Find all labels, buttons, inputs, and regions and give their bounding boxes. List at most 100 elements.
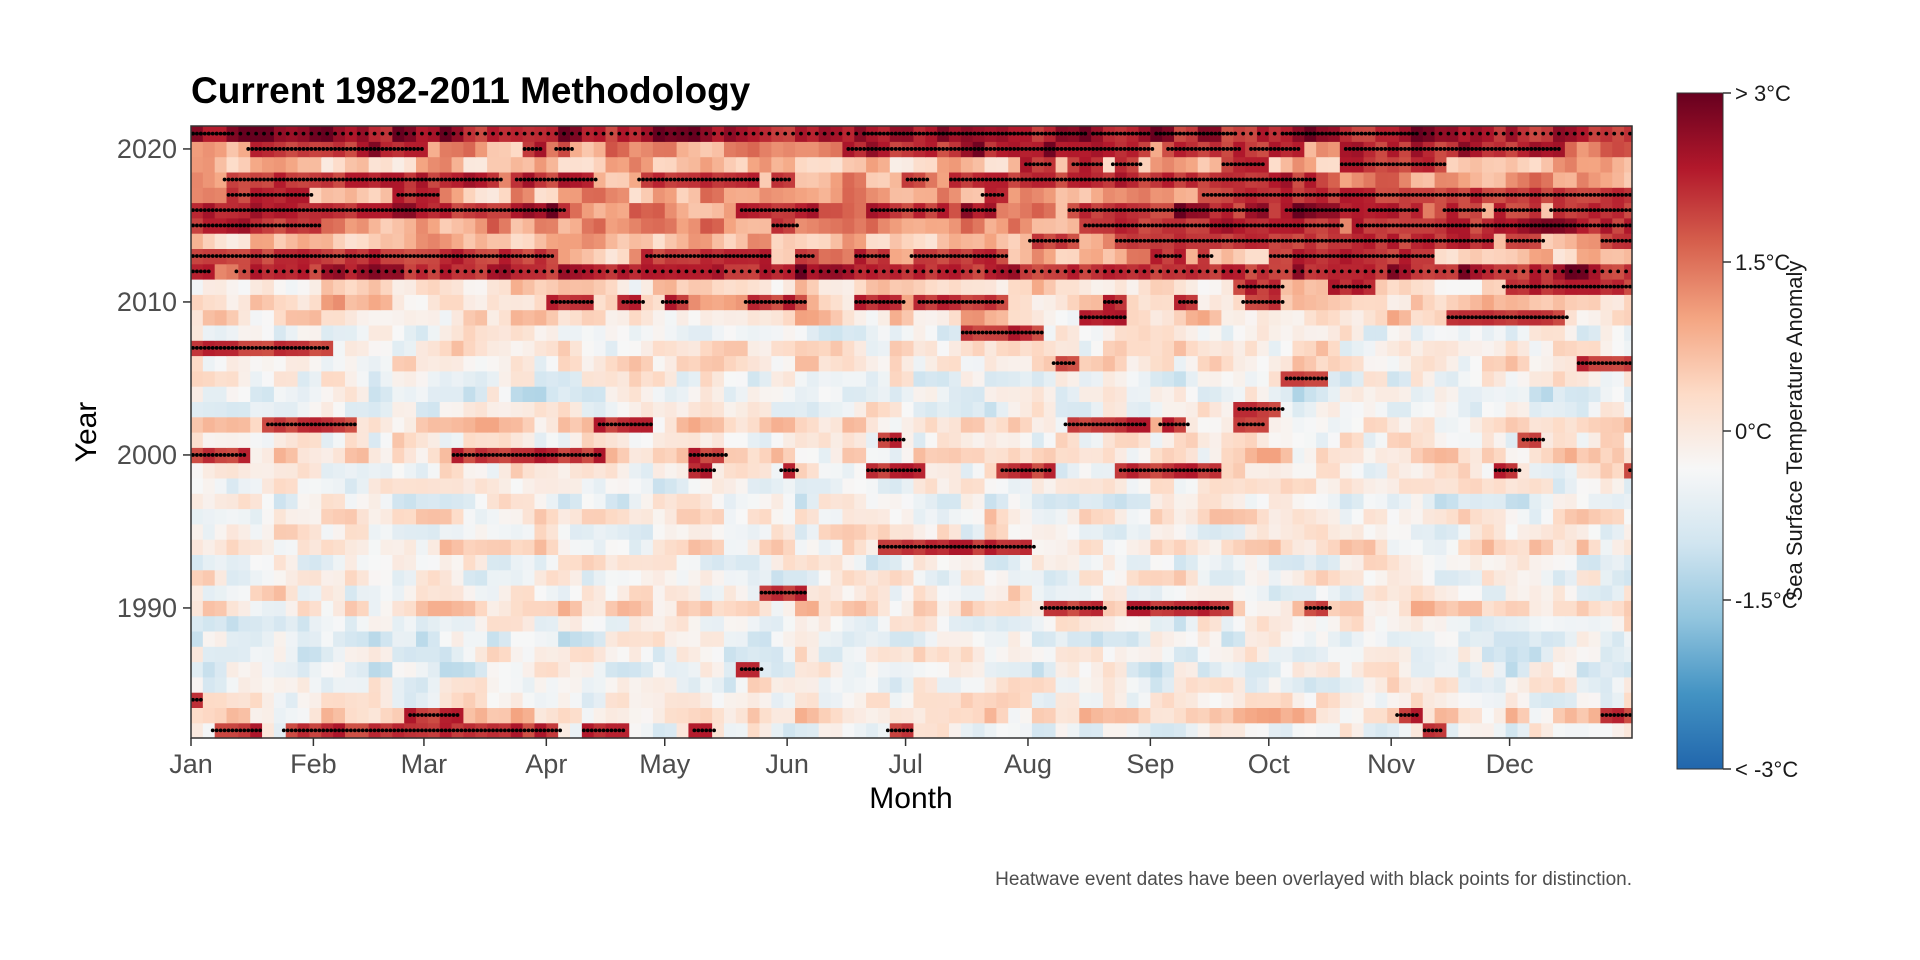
heatmap-cell	[250, 370, 263, 387]
heatmap-cell	[1256, 309, 1270, 326]
heatmap-cell	[202, 539, 216, 555]
heatmap-cell	[984, 600, 997, 617]
heatmap-cell	[510, 233, 524, 249]
heatmap-cell	[1588, 722, 1602, 739]
heatmap-cell	[795, 707, 808, 724]
heatmap-cell	[273, 263, 287, 280]
heatmap-cell	[451, 462, 464, 479]
heatmap-cell	[1612, 324, 1625, 341]
heatmap-cell	[735, 630, 749, 647]
heatmap-cell	[214, 355, 228, 372]
heatmap-cell	[250, 401, 263, 418]
heatmap-cell	[1150, 355, 1163, 372]
heatmap-cell	[238, 569, 251, 586]
heatmap-cell	[439, 187, 453, 204]
heatmap-cell	[404, 355, 417, 372]
heatmap-cell	[806, 661, 820, 678]
heatmap-cell	[783, 630, 796, 647]
heatmap-cell	[1245, 355, 1258, 372]
heatmap-cell	[1446, 477, 1459, 494]
heatmap-cell	[984, 416, 997, 433]
heatmap-cell	[629, 324, 642, 341]
heatmap-cell	[1600, 462, 1613, 479]
heatmap-cell	[333, 279, 346, 295]
heatmap-cell	[712, 324, 725, 341]
heatmap-cell	[652, 447, 666, 464]
heatmap-cell	[416, 493, 429, 510]
heatmap-cell	[368, 493, 382, 510]
heatmap-cell	[688, 401, 701, 418]
heatmap-cell	[1055, 462, 1069, 479]
heatmap-cell	[1031, 707, 1045, 724]
heatmap-cell	[795, 508, 808, 525]
heatmap-cell	[605, 646, 618, 663]
heatmap-cell	[783, 447, 796, 464]
heatmap-cell	[1233, 523, 1246, 540]
heatmap-cell	[1304, 401, 1317, 418]
heatmap-cell	[475, 493, 488, 510]
heatmap-cell	[498, 646, 512, 663]
heatmap-cell	[889, 156, 903, 173]
heatmap-cell	[498, 171, 512, 188]
heatmap-cell	[866, 615, 879, 632]
heatmap-cell	[498, 370, 512, 387]
heatwave-point	[439, 728, 444, 733]
heatmap-cell	[309, 309, 322, 326]
heatmap-cell	[1470, 156, 1483, 173]
heatmap-cell	[1043, 294, 1057, 311]
heatmap-cell	[1529, 692, 1542, 708]
heatmap-cell	[238, 126, 251, 142]
heatmap-cell	[1505, 156, 1519, 173]
heatmap-cell	[1245, 554, 1258, 571]
heatmap-cell	[498, 569, 512, 586]
heatmap-cell	[1114, 248, 1128, 265]
heatmap-cell	[202, 370, 216, 387]
heatmap-cell	[735, 233, 749, 249]
heatmap-cell	[901, 416, 915, 433]
heatmap-cell	[1588, 340, 1602, 357]
heatmap-cell	[842, 202, 855, 219]
heatwave-point	[905, 728, 910, 733]
heatmap-cell	[1612, 370, 1625, 387]
heatmap-cell	[463, 233, 476, 249]
heatmap-cell	[1102, 554, 1116, 571]
heatmap-cell	[1612, 126, 1625, 142]
heatmap-cell	[380, 523, 393, 540]
heatmap-cell	[451, 661, 464, 678]
heatmap-cell	[1328, 340, 1341, 357]
heatmap-cell	[1600, 692, 1613, 708]
heatmap-cell	[664, 692, 678, 708]
heatmap-cell	[676, 370, 690, 387]
heatmap-cell	[1375, 416, 1388, 433]
heatmap-cell	[273, 401, 287, 418]
heatmap-cell	[1328, 324, 1341, 341]
heatmap-cell	[356, 156, 370, 173]
heatmap-cell	[593, 432, 607, 448]
heatmap-cell	[949, 447, 962, 464]
heatmap-cell	[285, 646, 299, 663]
heatmap-cell	[498, 386, 512, 402]
heatmap-cell	[972, 447, 986, 464]
heatmap-cell	[285, 692, 299, 708]
heatmap-cell	[1209, 294, 1223, 311]
heatmap-cell	[1256, 126, 1270, 142]
heatmap-cell	[1529, 600, 1542, 617]
heatmap-cell	[795, 692, 808, 708]
heatmap-cell	[1600, 401, 1613, 418]
heatmap-cell	[1553, 676, 1566, 693]
heatmap-cell	[439, 447, 453, 464]
heatmap-cell	[439, 416, 453, 433]
heatmap-cell	[1422, 569, 1436, 586]
heatmap-cell	[866, 600, 879, 617]
heatmap-cell	[380, 707, 393, 724]
heatmap-cell	[866, 355, 879, 372]
heatmap-cell	[250, 615, 263, 632]
heatmap-cell	[818, 569, 832, 586]
heatmap-cell	[1043, 569, 1057, 586]
heatmap-cell	[1470, 355, 1483, 372]
heatmap-cell	[1043, 217, 1057, 234]
heatmap-cell	[1612, 630, 1625, 647]
heatmap-cell	[1209, 539, 1223, 555]
heatmap-cell	[700, 217, 713, 234]
heatmap-cell	[463, 676, 476, 693]
